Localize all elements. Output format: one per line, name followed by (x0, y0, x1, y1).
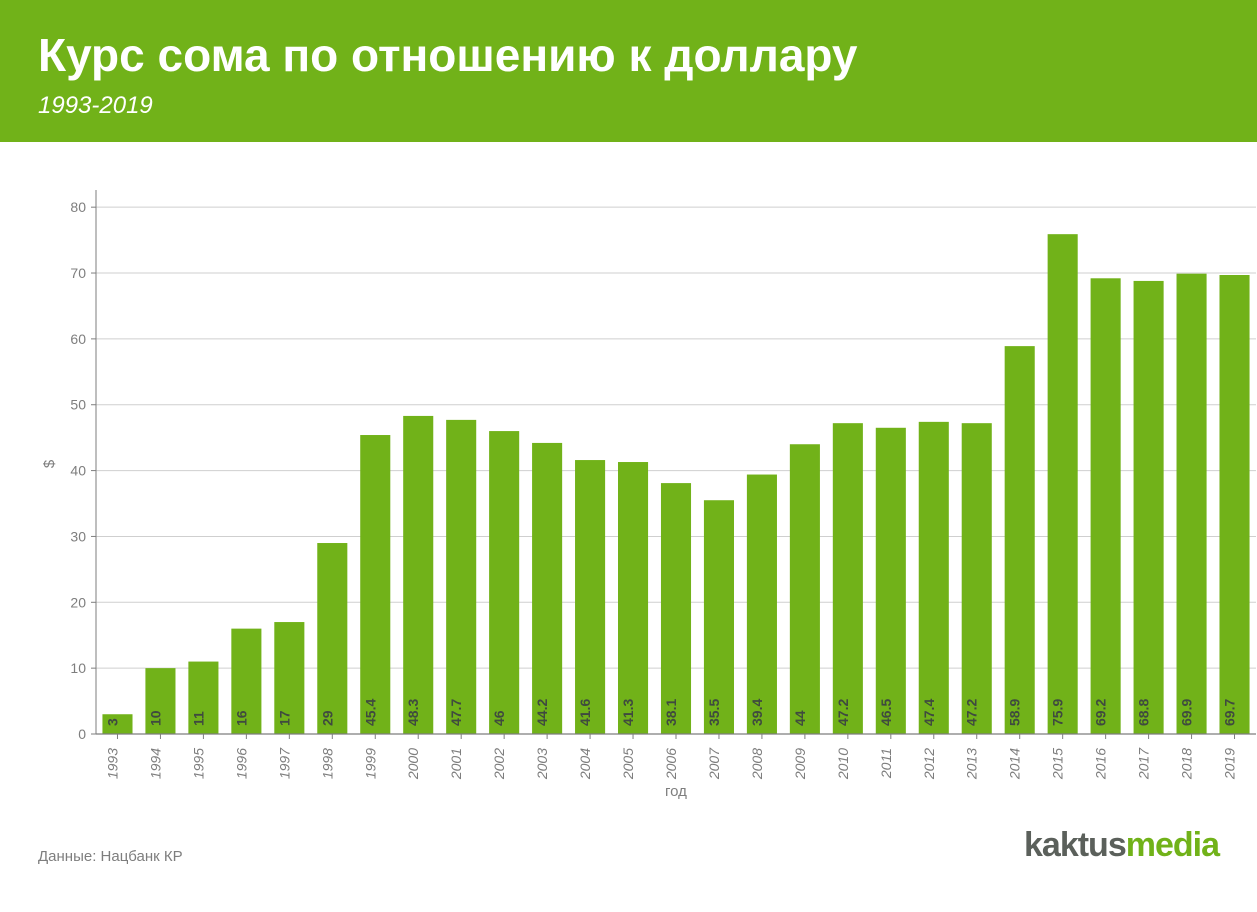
x-tick-label: 2011 (878, 748, 894, 779)
bar-value-label: 29 (319, 710, 335, 726)
bar (1177, 274, 1207, 734)
bar-chart: 0 10 20 30 40 50 60 70 80 $3 1993 10 1994 11 1995 16 199… (38, 182, 1257, 804)
bar-value-label: 17 (276, 710, 292, 726)
bar-value-label: 46 (491, 710, 507, 726)
bar-value-label: 46.5 (878, 699, 894, 726)
bar (618, 462, 648, 734)
bar (1048, 234, 1078, 734)
x-tick-label: 2008 (749, 748, 765, 780)
x-tick-label: 2018 (1179, 748, 1195, 780)
logo-text-accent: media (1126, 826, 1219, 864)
y-axis-label: $ (41, 459, 58, 468)
bar (833, 423, 863, 734)
logo: kaktusmedia (1024, 826, 1219, 865)
footer: Данные: Нацбанк КР kaktusmedia (0, 814, 1257, 889)
bar (747, 475, 777, 734)
y-tick-label: 10 (70, 660, 86, 676)
x-tick-label: 2001 (448, 748, 464, 780)
bar-value-label: 35.5 (706, 699, 722, 726)
y-tick-label: 40 (70, 463, 86, 479)
header: Курс сома по отношению к доллару 1993-20… (0, 0, 1257, 142)
x-tick-label: 2015 (1050, 748, 1066, 780)
y-tick-label: 80 (70, 199, 86, 215)
bar (446, 420, 476, 734)
y-tick-label: 70 (70, 265, 86, 281)
bar-value-label: 48.3 (405, 699, 421, 726)
x-tick-label: 2002 (491, 748, 507, 780)
y-tick-label: 30 (70, 528, 86, 544)
bar-value-label: 68.8 (1136, 699, 1152, 726)
bar-value-label: 44.2 (534, 699, 550, 726)
bar (919, 422, 949, 734)
bar (790, 444, 820, 734)
bar-value-label: 41.3 (620, 699, 636, 726)
x-tick-label: 2006 (663, 748, 679, 780)
bar (1219, 275, 1249, 734)
bar (575, 460, 605, 734)
x-tick-label: 2010 (835, 748, 851, 780)
bar-value-label: 41.6 (577, 699, 593, 726)
bar-value-label: 11 (190, 711, 206, 726)
x-tick-label: 2013 (964, 748, 980, 780)
x-tick-label: 2007 (706, 747, 722, 780)
x-tick-label: 1999 (362, 748, 378, 779)
chart-title: Курс сома по отношению к доллару (38, 28, 1219, 82)
x-tick-label: 1993 (104, 748, 120, 779)
chart-subtitle: 1993-2019 (38, 92, 1219, 120)
bar-value-label: 58.9 (1007, 699, 1023, 726)
bar-value-label: 47.2 (964, 699, 980, 726)
bar-value-label: 69.7 (1222, 699, 1238, 726)
bar-value-label: 39.4 (749, 699, 765, 726)
bar-value-label: 75.9 (1050, 699, 1066, 726)
x-tick-label: 2003 (534, 748, 550, 780)
x-tick-label: 1996 (233, 748, 249, 779)
x-tick-label: 1997 (276, 747, 292, 779)
chart-container: 0 10 20 30 40 50 60 70 80 $3 1993 10 1994 11 1995 16 199… (0, 142, 1257, 814)
x-tick-label: 2019 (1222, 748, 1238, 780)
bar (1134, 281, 1164, 734)
bar (489, 431, 519, 734)
bar-value-label: 44 (792, 710, 808, 726)
x-tick-label: 1995 (190, 748, 206, 779)
y-tick-label: 20 (70, 594, 86, 610)
bar-value-label: 47.7 (448, 699, 464, 726)
x-tick-label: 1998 (319, 748, 335, 779)
bar (1005, 346, 1035, 734)
bar (317, 543, 347, 734)
bar (532, 443, 562, 734)
x-tick-label: 2005 (620, 748, 636, 780)
bar-value-label: 3 (104, 718, 120, 726)
bar-value-label: 16 (233, 710, 249, 726)
bar (876, 428, 906, 734)
y-tick-label: 0 (78, 726, 86, 742)
x-tick-label: 2009 (792, 748, 808, 780)
bar (360, 435, 390, 734)
bar (962, 423, 992, 734)
bar-value-label: 47.2 (835, 699, 851, 726)
bar (661, 483, 691, 734)
bar-value-label: 69.9 (1179, 699, 1195, 726)
x-tick-label: 2012 (921, 748, 937, 780)
bar-value-label: 38.1 (663, 699, 679, 726)
bar-value-label: 47.4 (921, 699, 937, 726)
logo-text-plain: kaktus (1024, 826, 1126, 864)
data-source: Данные: Нацбанк КР (38, 848, 183, 865)
bar (403, 416, 433, 734)
x-tick-label: 2017 (1136, 747, 1152, 780)
bar-value-label: 69.2 (1093, 699, 1109, 726)
y-tick-label: 50 (70, 397, 86, 413)
bar-value-label: 10 (147, 710, 163, 726)
bar-value-label: 45.4 (362, 699, 378, 726)
x-tick-label: 2016 (1093, 748, 1109, 780)
x-axis-label: год (665, 783, 687, 800)
y-tick-label: 60 (70, 331, 86, 347)
x-tick-label: 2000 (405, 748, 421, 780)
bar (1091, 278, 1121, 734)
x-tick-label: 1994 (147, 748, 163, 779)
x-tick-label: 2004 (577, 748, 593, 780)
x-tick-label: 2014 (1007, 748, 1023, 780)
